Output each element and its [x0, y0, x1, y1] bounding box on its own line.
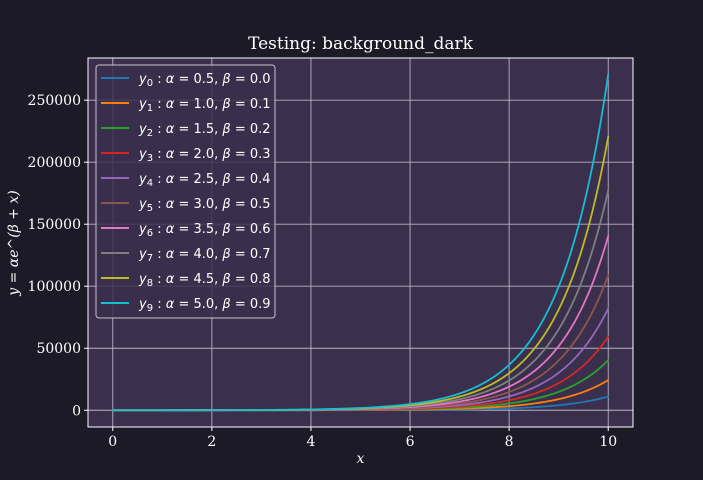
plot-frame: [87, 57, 634, 428]
legend-label-y2: y2 : α = 1.5, β = 0.2: [138, 122, 271, 139]
x-tick-label: 2: [207, 434, 216, 450]
legend-label-y4: y4 : α = 2.5, β = 0.4: [138, 172, 271, 189]
legend-label-y9: y9 : α = 5.0, β = 0.9: [138, 297, 271, 314]
y-tick-label: 100000: [28, 279, 81, 295]
legend-label-y3: y3 : α = 2.0, β = 0.3: [138, 147, 271, 164]
legend-label-y6: y6 : α = 3.5, β = 0.6: [138, 222, 271, 239]
x-tick-label: 6: [406, 434, 415, 450]
legend-label-y8: y8 : α = 4.5, β = 0.8: [138, 272, 271, 289]
y-tick-label: 50000: [36, 341, 81, 357]
y-axis-label: y = αe^(β + x): [6, 190, 22, 297]
series-line-y9: [111, 73, 610, 412]
axis-ticks: 0 2 4 6 8 10 0 50000 100000 150000 200000 250000: [28, 93, 618, 450]
legend-label-y7: y7 : α = 4.0, β = 0.7: [138, 247, 271, 264]
y-tick-label: 150000: [28, 217, 81, 233]
series-lines: [111, 73, 610, 412]
legend-box: [95, 64, 276, 319]
x-axis-label: x: [357, 451, 365, 467]
x-tick-label: 4: [306, 434, 315, 450]
y-tick-label: 0: [72, 403, 81, 419]
x-tick-label: 0: [108, 434, 117, 450]
legend-label-y1: y1 : α = 1.0, β = 0.1: [138, 97, 271, 114]
y-tick-label: 200000: [28, 155, 81, 171]
legend: y0 : α = 0.5, β = 0.0 y1 : α = 1.0, β = 0…: [95, 64, 276, 319]
y-tick-label: 250000: [28, 93, 81, 109]
x-tick-label: 10: [599, 434, 617, 450]
legend-label-y0: y0 : α = 0.5, β = 0.0: [138, 72, 271, 89]
x-tick-label: 8: [505, 434, 514, 450]
legend-label-y5: y5 : α = 3.0, β = 0.5: [138, 197, 271, 214]
chart-title: Testing: background_dark: [248, 34, 474, 54]
